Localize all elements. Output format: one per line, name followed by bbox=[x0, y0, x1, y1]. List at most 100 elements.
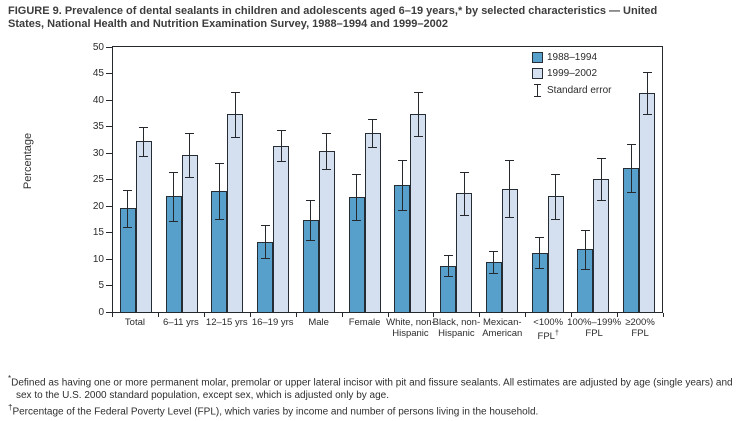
y-axis-tick-label: 5 bbox=[98, 280, 104, 291]
error-bar bbox=[417, 92, 419, 136]
y-axis-tick-label: 45 bbox=[92, 68, 104, 79]
error-bar-cap bbox=[123, 189, 133, 191]
error-bar bbox=[493, 251, 495, 274]
error-bar-cap bbox=[276, 160, 286, 162]
error-bar-cap bbox=[397, 159, 407, 161]
x-axis-category-label: ≥200% FPL bbox=[625, 317, 655, 339]
y-axis-tick bbox=[106, 152, 112, 154]
error-bar-cap bbox=[185, 177, 195, 179]
figure-title-line1: FIGURE 9. Prevalence of dental sealants … bbox=[8, 5, 658, 17]
error-bar bbox=[310, 200, 312, 241]
error-bar bbox=[127, 189, 129, 227]
error-bar bbox=[218, 163, 220, 220]
x-axis-tick bbox=[433, 313, 435, 317]
legend-item-1999-2002: 1999–2002 bbox=[532, 68, 597, 79]
error-bar-cap bbox=[413, 92, 423, 94]
error-bar bbox=[173, 171, 175, 222]
y-axis-tick bbox=[106, 258, 112, 260]
y-axis-tick bbox=[106, 99, 112, 101]
error-bar-cap bbox=[535, 237, 545, 239]
bar-1999-2002 bbox=[181, 155, 198, 312]
error-bar-cap bbox=[580, 269, 590, 271]
error-bar-cap bbox=[214, 163, 224, 165]
legend-item-1988-1994: 1988–1994 bbox=[532, 52, 597, 63]
x-axis-tick bbox=[525, 313, 527, 317]
error-bar bbox=[356, 174, 358, 220]
error-bar-cap bbox=[230, 137, 240, 139]
bar-1999-2002 bbox=[410, 113, 427, 312]
y-axis-tick bbox=[106, 232, 112, 233]
x-axis-tick bbox=[571, 313, 573, 317]
x-axis-tick bbox=[157, 313, 159, 317]
error-bar-cap bbox=[551, 173, 561, 175]
error-bar-cap bbox=[505, 160, 515, 162]
error-bar bbox=[189, 132, 191, 178]
error-bar-cap bbox=[352, 219, 362, 221]
x-axis-category-label: <100% FPL† bbox=[533, 317, 564, 342]
footnote-asterisk-text: Defined as having one or more permanent … bbox=[11, 377, 733, 401]
bar-1999-2002 bbox=[364, 132, 381, 312]
error-bar-cap bbox=[352, 174, 362, 176]
error-bar-cap bbox=[123, 226, 133, 228]
error-bar-cap bbox=[397, 209, 407, 211]
error-bar-cap bbox=[459, 215, 469, 216]
figure-title: FIGURE 9. Prevalence of dental sealants … bbox=[8, 5, 735, 31]
y-axis-tick-label: 0 bbox=[98, 306, 104, 318]
x-axis-category-label: 6–11 yrs bbox=[163, 317, 199, 328]
footnote-asterisk: *Defined as having one or more permanent… bbox=[8, 373, 735, 402]
error-bar-cap bbox=[185, 132, 195, 134]
x-axis-tick bbox=[295, 313, 297, 317]
x-axis-category-label: 12–15 yrs bbox=[205, 317, 248, 328]
standard-error-icon bbox=[532, 84, 543, 97]
footnotes: *Defined as having one or more permanent… bbox=[8, 373, 735, 419]
y-axis-tick bbox=[106, 179, 112, 180]
error-bar-cap bbox=[368, 146, 378, 148]
x-axis-tick bbox=[341, 313, 343, 317]
error-bar-cap bbox=[230, 91, 240, 93]
legend-swatch-1988-1994 bbox=[532, 52, 543, 63]
error-bar bbox=[509, 160, 511, 217]
legend-label-standard-error: Standard error bbox=[547, 85, 612, 96]
x-axis-category-label: Female bbox=[348, 317, 381, 328]
y-axis-tick-label: 35 bbox=[92, 121, 104, 132]
error-bar-cap bbox=[306, 240, 316, 242]
y-axis-tick bbox=[106, 285, 112, 286]
y-axis-tick bbox=[106, 311, 112, 313]
footnote-asterisk-marker: * bbox=[8, 374, 12, 383]
y-axis-tick-label: 30 bbox=[92, 147, 104, 159]
bar-1999-2002 bbox=[273, 145, 290, 312]
y-axis-tick-label: 20 bbox=[92, 200, 104, 212]
error-bar-cap bbox=[169, 221, 179, 223]
footnote-dagger-marker: † bbox=[8, 403, 13, 413]
error-bar-cap bbox=[505, 216, 515, 218]
x-axis-category-label: 100%–199% FPL bbox=[567, 317, 622, 339]
error-bar-cap bbox=[443, 276, 453, 278]
error-bar-cap bbox=[260, 224, 270, 226]
plot-area bbox=[112, 46, 663, 313]
legend-item-standard-error: Standard error bbox=[532, 84, 611, 97]
error-bar-cap bbox=[642, 71, 652, 73]
error-bar bbox=[447, 255, 449, 277]
error-bar bbox=[143, 127, 145, 156]
y-axis-tick-label: 10 bbox=[92, 253, 104, 265]
x-axis-tick bbox=[617, 313, 619, 317]
legend-label-1999-2002: 1999–2002 bbox=[547, 68, 598, 79]
error-bar-cap bbox=[322, 133, 332, 135]
x-axis-category-label: 16–19 yrs bbox=[251, 317, 294, 328]
error-bar bbox=[401, 159, 403, 210]
legend-label-1988-1994: 1988–1994 bbox=[547, 52, 598, 63]
bar-1999-2002 bbox=[227, 114, 244, 312]
error-bar-cap bbox=[260, 258, 270, 260]
error-bar-cap bbox=[580, 229, 590, 231]
y-axis-tick bbox=[106, 73, 112, 74]
error-bar-cap bbox=[322, 169, 332, 171]
error-bar-cap bbox=[596, 157, 606, 159]
y-axis-tick bbox=[106, 126, 112, 127]
error-bar bbox=[264, 224, 266, 259]
error-bar bbox=[234, 91, 236, 138]
x-axis-tick bbox=[387, 313, 389, 317]
error-bar-cap bbox=[626, 143, 636, 145]
error-bar bbox=[555, 173, 557, 220]
error-bar bbox=[463, 171, 465, 215]
